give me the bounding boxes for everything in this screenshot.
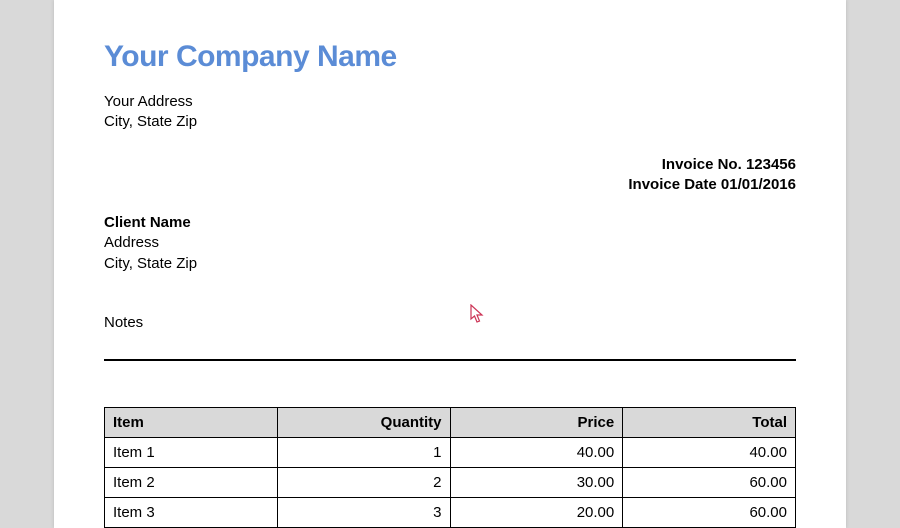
document-page: Your Company Name Your Address City, Sta… — [54, 0, 846, 528]
cell-price: 20.00 — [450, 497, 623, 527]
cell-total: 40.00 — [623, 437, 796, 467]
col-header-item: Item — [105, 407, 278, 437]
cell-item: Item 3 — [105, 497, 278, 527]
cell-item: Item 1 — [105, 437, 278, 467]
table-row: Item 1 1 40.00 40.00 — [105, 437, 796, 467]
cell-item: Item 2 — [105, 467, 278, 497]
invoice-date-value: 01/01/2016 — [721, 176, 796, 193]
client-address-line1: Address — [104, 233, 796, 253]
notes-label: Notes — [104, 314, 796, 331]
cell-quantity: 3 — [277, 497, 450, 527]
client-name: Client Name — [104, 213, 796, 233]
cell-quantity: 1 — [277, 437, 450, 467]
invoice-number-line: Invoice No. 123456 — [104, 155, 796, 175]
company-address-line2: City, State Zip — [104, 112, 796, 132]
company-address-line1: Your Address — [104, 92, 796, 112]
col-header-quantity: Quantity — [277, 407, 450, 437]
col-header-total: Total — [623, 407, 796, 437]
company-address-block: Your Address City, State Zip — [104, 92, 796, 133]
table-header-row: Item Quantity Price Total — [105, 407, 796, 437]
cell-total: 60.00 — [623, 497, 796, 527]
table-row: Item 2 2 30.00 60.00 — [105, 467, 796, 497]
invoice-number-label: Invoice No. — [662, 156, 742, 173]
invoice-number-value: 123456 — [746, 156, 796, 173]
company-name: Your Company Name — [104, 40, 796, 74]
cell-price: 40.00 — [450, 437, 623, 467]
table-row: Item 3 3 20.00 60.00 — [105, 497, 796, 527]
cell-quantity: 2 — [277, 467, 450, 497]
cell-price: 30.00 — [450, 467, 623, 497]
col-header-price: Price — [450, 407, 623, 437]
invoice-meta: Invoice No. 123456 Invoice Date 01/01/20… — [104, 155, 796, 196]
cell-total: 60.00 — [623, 467, 796, 497]
divider-line — [104, 359, 796, 361]
client-address-line2: City, State Zip — [104, 254, 796, 274]
client-block: Client Name Address City, State Zip — [104, 213, 796, 274]
invoice-date-label: Invoice Date — [628, 176, 716, 193]
items-table: Item Quantity Price Total Item 1 1 40.00… — [104, 407, 796, 528]
invoice-date-line: Invoice Date 01/01/2016 — [104, 175, 796, 195]
